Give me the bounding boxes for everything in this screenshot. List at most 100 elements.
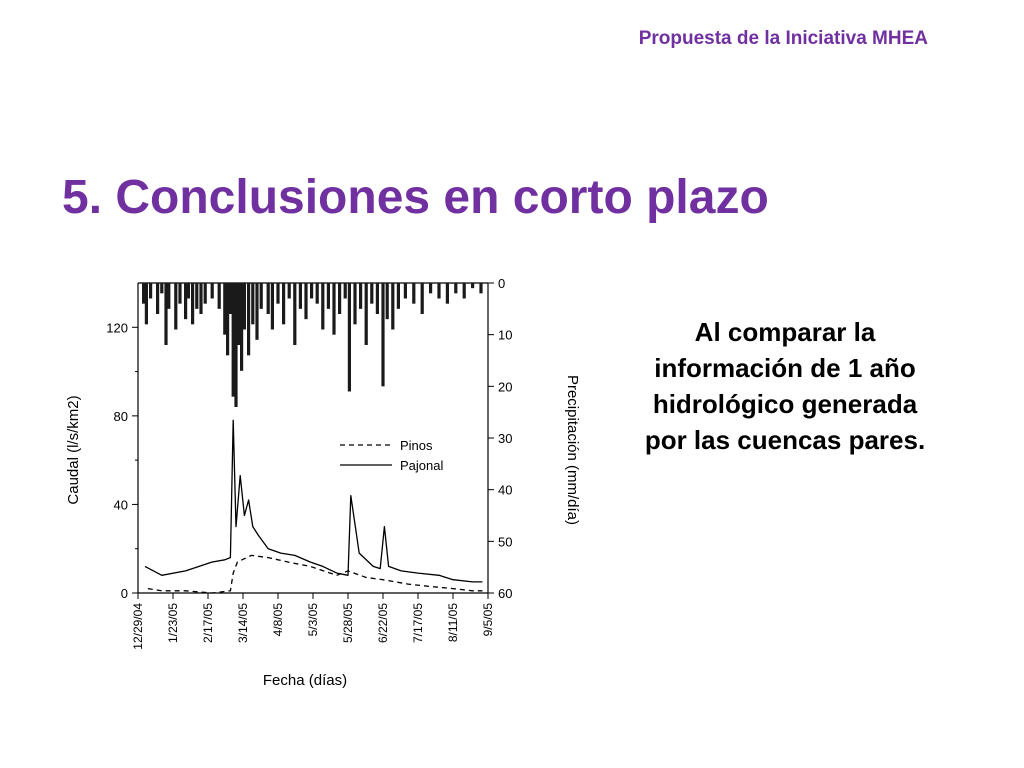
precip-bar-23 <box>240 283 244 371</box>
precip-bar-40 <box>326 283 330 309</box>
y2-tick-label-5: 50 <box>498 534 512 549</box>
hydrograph-chart: 0 40 80 120 0 10 20 30 40 50 60 12/29/04 1/23/05 2/17… <box>65 276 581 689</box>
precip-bar-10 <box>186 283 190 299</box>
precip-bar-38 <box>315 283 319 304</box>
y2-axis-label: Precipitación (mm/día) <box>564 375 581 525</box>
y2-tick-label-1: 10 <box>498 328 512 343</box>
x-tick-label-5: 5/3/05 <box>306 603 320 637</box>
precip-bar-48 <box>370 283 374 304</box>
precip-bar-16 <box>217 283 221 309</box>
precip-bar-31 <box>276 283 280 304</box>
precip-bar-2 <box>149 283 153 299</box>
y-tick-label-1: 40 <box>114 497 128 512</box>
precip-bar-12 <box>195 283 199 309</box>
precip-bar-47 <box>364 283 368 345</box>
precip-bar-54 <box>403 283 407 299</box>
precip-bar-8 <box>178 283 182 304</box>
precip-bar-52 <box>391 283 395 330</box>
precip-bar-14 <box>203 283 207 304</box>
precip-bar-39 <box>321 283 325 330</box>
precip-bar-61 <box>462 283 466 299</box>
y2-tick-label-6: 60 <box>498 586 512 601</box>
precip-bar-4 <box>160 283 164 294</box>
x-tick-label-3: 3/14/05 <box>236 603 250 643</box>
precip-bar-35 <box>298 283 302 309</box>
legend-pajonal-label: Pajonal <box>400 458 443 473</box>
y-tick-label-2: 80 <box>114 409 128 424</box>
precip-bar-50 <box>381 283 385 387</box>
precip-bar-58 <box>437 283 441 299</box>
x-tick-label-1: 1/23/05 <box>166 603 180 643</box>
body-text: Al comparar la información de 1 año hidr… <box>644 317 926 455</box>
x-tick-label-4: 4/8/05 <box>271 603 285 637</box>
precip-bar-53 <box>396 283 400 309</box>
precip-bar-1 <box>144 283 148 325</box>
y2-tick-label-4: 40 <box>498 483 512 498</box>
precip-bar-25 <box>247 283 251 356</box>
series-line-pinos <box>147 554 483 594</box>
precip-bar-11 <box>191 283 195 325</box>
precip-bar-20 <box>231 283 235 397</box>
x-axis-label: Fecha (días) <box>263 672 347 689</box>
y2-tick-label-2: 20 <box>498 379 512 394</box>
precip-bar-44 <box>347 283 351 392</box>
hydrograph-figure: 0 40 80 120 0 10 20 30 40 50 60 12/29/04 1/23/05 2/17… <box>60 265 600 705</box>
precip-bar-43 <box>343 283 347 299</box>
y-axis-label: Caudal (l/s/km2) <box>65 395 82 504</box>
x-tick-label-7: 6/22/05 <box>376 603 390 643</box>
precip-bar-9 <box>184 283 188 320</box>
y-tick-label-3: 120 <box>106 320 128 335</box>
precip-bar-55 <box>412 283 416 304</box>
precip-bar-62 <box>471 283 475 289</box>
precip-bar-41 <box>332 283 336 335</box>
precip-bar-30 <box>270 283 274 330</box>
precip-bar-0 <box>142 283 146 304</box>
precipitation-bars <box>142 283 483 407</box>
precip-bar-17 <box>223 283 227 335</box>
precip-bar-36 <box>304 283 308 320</box>
series-line-pajonal <box>144 419 483 583</box>
precip-bar-22 <box>237 283 241 345</box>
precip-bar-21 <box>234 283 238 407</box>
tick-labels: 0 40 80 120 0 10 20 30 40 50 60 12/29/04 1/23/05 2/17… <box>106 276 512 650</box>
legend-pinos-label: Pinos <box>400 438 433 453</box>
legend: Pinos Pajonal <box>340 438 443 473</box>
precip-bar-57 <box>429 283 433 294</box>
x-tick-label-10: 9/5/05 <box>481 603 495 637</box>
x-tick-label-6: 5/28/05 <box>341 603 355 643</box>
precip-bar-37 <box>310 283 314 299</box>
flow-lines <box>144 419 483 594</box>
precip-bar-49 <box>375 283 379 314</box>
precip-bar-45 <box>353 283 357 325</box>
precip-bar-26 <box>251 283 255 325</box>
x-tick-label-2: 2/17/05 <box>201 603 215 643</box>
precip-bar-42 <box>338 283 342 314</box>
precip-bar-60 <box>454 283 458 294</box>
precip-bar-5 <box>164 283 168 345</box>
x-tick-label-9: 8/11/05 <box>446 603 460 642</box>
precip-bar-6 <box>167 283 171 309</box>
precip-bar-33 <box>287 283 291 299</box>
precip-bar-15 <box>210 283 214 299</box>
precip-bar-32 <box>282 283 286 325</box>
precip-bar-28 <box>259 283 263 309</box>
precip-bar-18 <box>226 283 230 356</box>
precip-bar-27 <box>255 283 259 340</box>
x-tick-label-0: 12/29/04 <box>131 603 145 650</box>
slide-title: 5. Conclusiones en corto plazo <box>62 171 769 224</box>
y2-tick-label-3: 30 <box>498 431 512 446</box>
precip-bar-29 <box>266 283 270 314</box>
y-tick-label-0: 0 <box>121 586 128 601</box>
precip-bar-56 <box>420 283 424 314</box>
precip-bar-7 <box>174 283 178 330</box>
precip-bar-34 <box>293 283 297 345</box>
precip-bar-24 <box>242 283 246 330</box>
precip-bar-19 <box>228 283 232 314</box>
axes-layer <box>132 282 494 599</box>
precip-bar-13 <box>199 283 203 314</box>
x-tick-label-8: 7/17/05 <box>411 603 425 643</box>
precip-bar-3 <box>156 283 160 314</box>
header-text: Propuesta de la Iniciativa MHEA <box>638 28 928 49</box>
precip-bar-51 <box>385 283 389 320</box>
precip-bar-59 <box>445 283 449 304</box>
